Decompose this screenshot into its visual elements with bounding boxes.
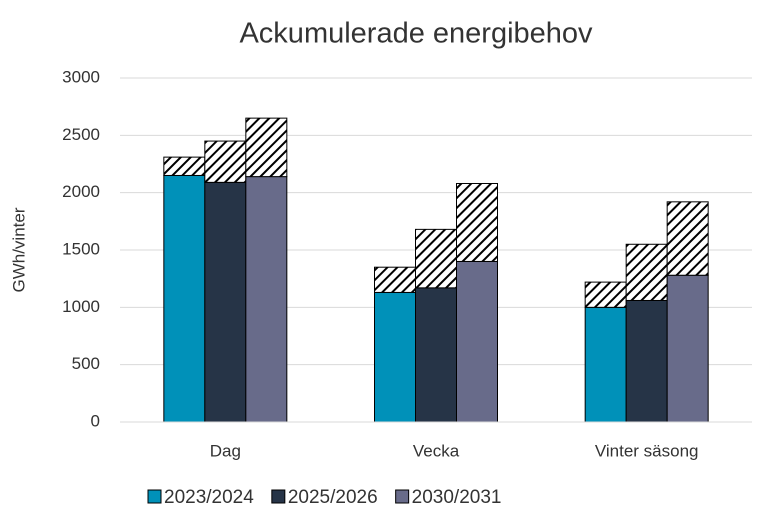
y-tick-label: 1500 <box>62 239 100 258</box>
legend-swatch <box>395 489 410 504</box>
bar <box>245 176 288 423</box>
y-tick-label: 500 <box>72 354 100 373</box>
bar-hatched <box>374 266 416 293</box>
bar <box>163 174 206 423</box>
y-tick-label: 2500 <box>62 125 100 144</box>
bar-hatched <box>415 228 457 289</box>
bar-hatched <box>163 156 206 176</box>
legend-label: 2025/2026 <box>288 487 378 508</box>
bar <box>374 291 416 423</box>
bar <box>625 299 668 423</box>
legend-label: 2023/2024 <box>164 487 254 508</box>
bar-hatched <box>666 201 709 276</box>
y-tick-label: 2000 <box>62 182 100 201</box>
x-tick-label: Vecka <box>413 441 460 460</box>
bar <box>204 181 247 423</box>
legend-label: 2030/2031 <box>412 487 502 508</box>
legend-swatch <box>271 489 286 504</box>
chart-title: Ackumulerade energibehov <box>239 18 593 50</box>
y-tick-label: 0 <box>91 411 100 430</box>
legend-swatch <box>147 489 162 504</box>
bar <box>584 306 627 423</box>
bar <box>456 260 498 423</box>
bar <box>415 287 457 423</box>
bar-hatched <box>204 140 247 183</box>
bar <box>666 274 709 423</box>
y-tick-label: 1000 <box>62 297 100 316</box>
bar-hatched <box>245 117 288 178</box>
x-tick-label: Vinter säsong <box>595 441 699 460</box>
bar-hatched <box>456 182 498 262</box>
x-tick-label: Dag <box>210 441 241 460</box>
bar-hatched <box>584 281 627 308</box>
y-axis-label: GWh/vinter <box>9 207 28 292</box>
bar-hatched <box>625 243 668 301</box>
y-tick-label: 3000 <box>62 67 100 86</box>
